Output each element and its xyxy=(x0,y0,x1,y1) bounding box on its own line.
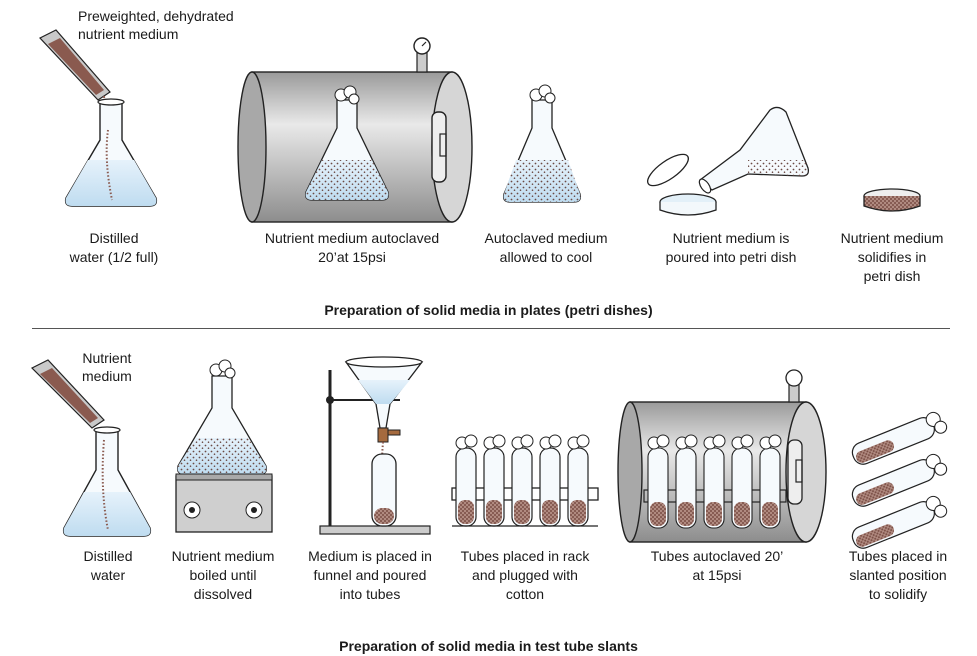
medium-packet-icon-2 xyxy=(30,359,105,429)
bottom-step-6-line-2: slanted position xyxy=(849,567,947,583)
top-step-4-label: Nutrient medium is poured into petri dis… xyxy=(666,229,797,267)
top-step-3-label: Autoclaved medium allowed to cool xyxy=(485,229,608,267)
bottom-step-3-line-1: Medium is placed in xyxy=(308,548,432,564)
funnel-stand-icon xyxy=(319,356,431,535)
top-step-2-label: Nutrient medium autoclaved 20’at 15psi xyxy=(265,229,439,267)
petri-dish-pouring-icon xyxy=(647,106,810,216)
bottom-step-1-line-2: water xyxy=(90,567,126,583)
top-step-4-line-1: Nutrient medium is xyxy=(672,230,790,246)
flask-distilled-water-icon xyxy=(64,98,158,207)
top-step-3-line-1: Autoclaved medium xyxy=(484,230,608,246)
top-step-5-line-1: Nutrient medium xyxy=(840,230,944,246)
autoclave-tubes-icon xyxy=(617,369,827,543)
bottom-note-line-1: Nutrient xyxy=(82,350,132,366)
autoclave-icon xyxy=(237,37,473,223)
petri-dish-solid-icon xyxy=(863,188,921,212)
top-step-1-line-1: Distilled xyxy=(89,230,139,246)
top-step-4-line-2: poured into petri dish xyxy=(665,249,797,265)
bottom-step-1-line-1: Distilled xyxy=(83,548,133,564)
bottom-step-2-label: Nutrient medium boiled until dissolved xyxy=(172,547,275,604)
bottom-step-6-label: Tubes placed in slanted position to soli… xyxy=(849,547,947,604)
top-step-3-line-2: allowed to cool xyxy=(499,249,593,265)
top-note-line-2: nutrient medium xyxy=(78,26,179,42)
bottom-step-4-line-3: cotton xyxy=(505,586,545,602)
top-step-2-line-2: 20’at 15psi xyxy=(318,249,386,265)
bottom-step-4-label: Tubes placed in rack and plugged with co… xyxy=(461,547,590,604)
bottom-step-5-label: Tubes autoclaved 20’ at 15psi xyxy=(651,547,784,585)
bottom-caption: Preparation of solid media in test tube … xyxy=(339,638,638,654)
top-step-5-line-3: petri dish xyxy=(863,268,921,284)
bottom-step-3-line-3: into tubes xyxy=(339,586,401,602)
section-divider xyxy=(32,328,950,329)
bottom-step-3-line-2: funnel and poured xyxy=(313,567,427,583)
bottom-step-4-line-2: and plugged with xyxy=(472,567,578,583)
bottom-step-2-line-2: boiled until xyxy=(189,567,257,583)
bottom-step-5-line-2: at 15psi xyxy=(692,567,742,583)
bottom-step-4-line-1: Tubes placed in rack xyxy=(460,548,590,564)
bottom-note: Nutrient medium xyxy=(82,349,132,385)
top-caption: Preparation of solid media in plates (pe… xyxy=(324,302,653,318)
bottom-note-line-2: medium xyxy=(82,368,132,384)
top-note-line-1: Preweighted, dehydrated xyxy=(78,8,234,24)
top-note: Preweighted, dehydrated nutrient medium xyxy=(78,7,234,43)
bottom-step-5-line-1: Tubes autoclaved 20’ xyxy=(650,548,784,564)
bottom-step-2-line-1: Nutrient medium xyxy=(171,548,275,564)
tube-rack-icon xyxy=(451,434,599,527)
bottom-step-6-line-1: Tubes placed in xyxy=(848,548,948,564)
top-step-1-line-2: water (1/2 full) xyxy=(69,249,159,265)
hot-plate-flask-icon xyxy=(175,359,273,533)
cooling-flask-icon xyxy=(502,84,582,203)
bottom-step-2-line-3: dissolved xyxy=(193,586,253,602)
bottom-step-6-line-3: to solidify xyxy=(868,586,928,602)
top-step-5-line-2: solidifies in xyxy=(857,249,927,265)
top-step-5-label: Nutrient medium solidifies in petri dish xyxy=(841,229,944,286)
slanted-tubes-icon xyxy=(851,411,948,549)
bottom-step-3-label: Medium is placed in funnel and poured in… xyxy=(308,547,432,604)
top-step-1-label: Distilled water (1/2 full) xyxy=(70,229,159,267)
flask-distilled-water-icon-2 xyxy=(62,426,152,537)
bottom-step-1-label: Distilled water xyxy=(83,547,132,585)
top-step-2-line-1: Nutrient medium autoclaved xyxy=(264,230,440,246)
medium-packet-icon xyxy=(39,29,111,171)
